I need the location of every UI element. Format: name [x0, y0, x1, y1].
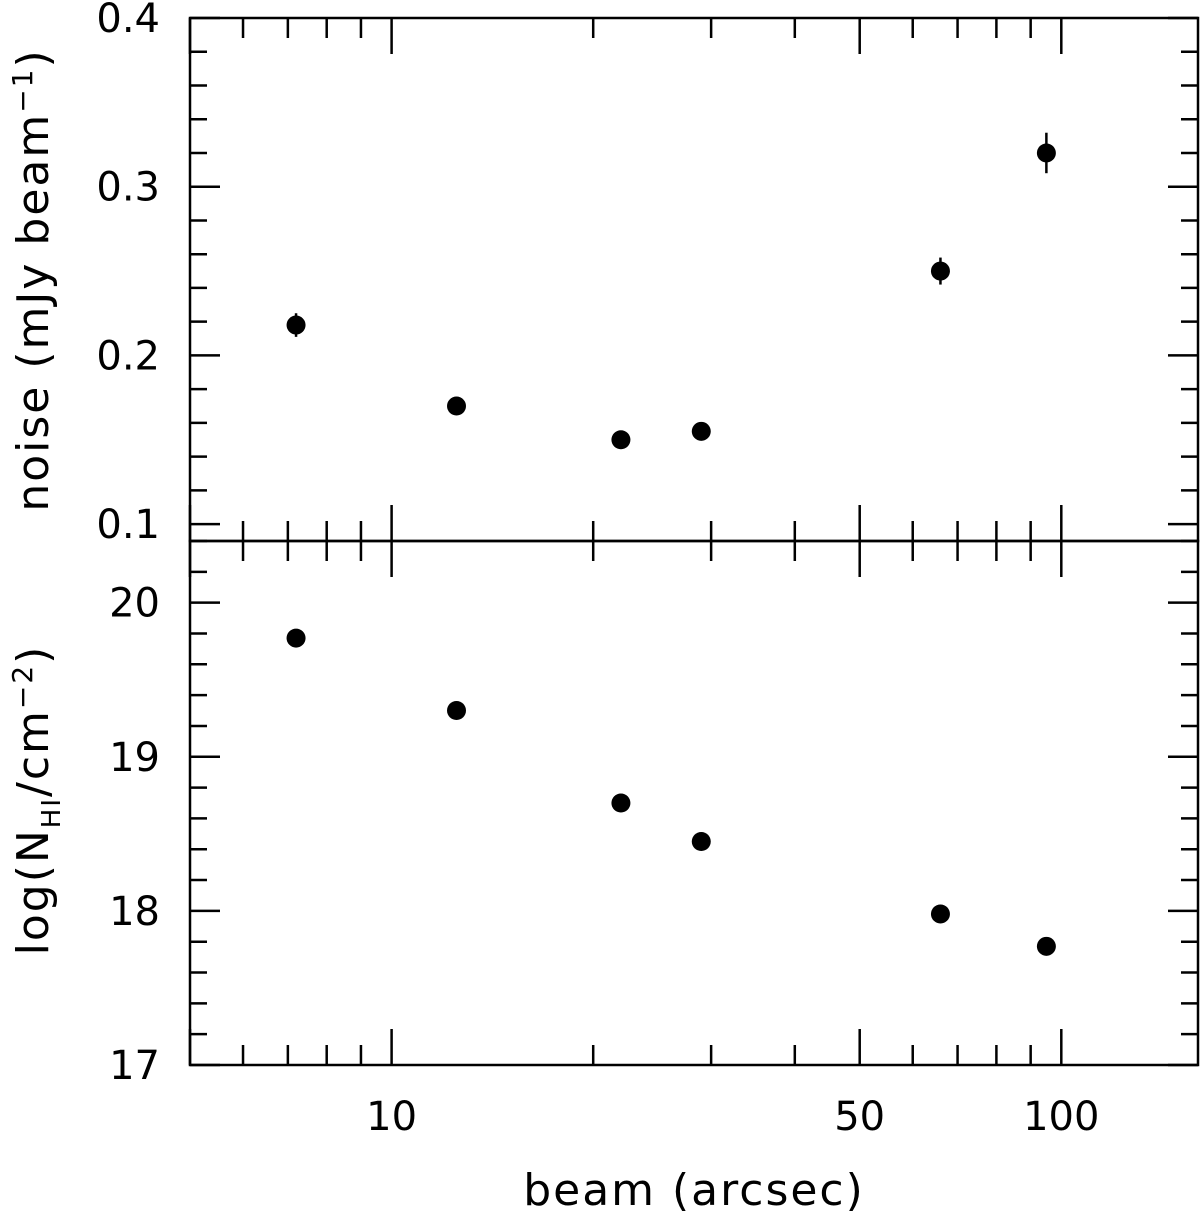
top-plot-frame [188, 16, 1200, 543]
y-tick-label: 17 [109, 1043, 160, 1089]
data-point [930, 261, 950, 281]
x-tick-label: 100 [1023, 1094, 1099, 1140]
data-point [611, 430, 631, 450]
data-point [447, 396, 467, 416]
top-y-tick-labels: 0.1 0.2 0.3 0.4 [96, 0, 160, 548]
y-tick-label: 18 [109, 889, 160, 935]
bottom-y-tick-labels: 17 18 19 20 [109, 581, 160, 1089]
bottom-panel: 17 18 19 20 10 50 100 log(NHI/cm−2) beam (arc… [6, 539, 1200, 1216]
bottom-plot-frame [188, 539, 1200, 1067]
data-point [286, 315, 306, 335]
x-tick-labels: 10 50 100 [366, 1094, 1099, 1140]
y-tick-label: 0.2 [96, 333, 160, 379]
data-point [691, 832, 711, 852]
bottom-data-points [286, 628, 1056, 956]
y-tick-label: 20 [109, 581, 160, 627]
data-point [447, 701, 467, 721]
data-point [286, 628, 306, 648]
bottom-axis-ticks [188, 539, 1198, 1067]
y-tick-label: 0.1 [96, 502, 160, 548]
data-point [930, 904, 950, 924]
data-point [611, 793, 631, 813]
top-data-points [286, 132, 1056, 450]
top-axis-ticks [188, 16, 1198, 541]
y-tick-label: 19 [109, 735, 160, 781]
y-tick-label: 0.3 [96, 165, 160, 211]
y-tick-label: 0.4 [96, 0, 160, 42]
x-axis-label: beam (arcsec) [523, 1165, 865, 1216]
x-tick-label: 10 [366, 1094, 417, 1140]
bottom-y-axis-label: log(NHI/cm−2) [6, 645, 67, 956]
data-point [1036, 143, 1056, 163]
x-tick-label: 50 [834, 1094, 885, 1140]
top-panel: 0.1 0.2 0.3 0.4 noise (mJy beam−1) [6, 0, 1200, 548]
data-point [691, 421, 711, 441]
top-y-axis-label: noise (mJy beam−1) [6, 48, 59, 511]
data-point [1036, 936, 1056, 956]
